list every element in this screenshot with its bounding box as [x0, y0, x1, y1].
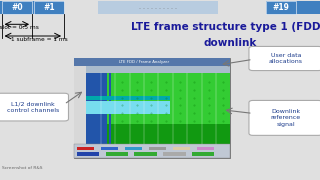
Bar	[98, 1, 218, 14]
Bar	[134, 152, 157, 156]
Bar	[173, 147, 190, 150]
Bar	[74, 66, 86, 144]
Text: 1 subframe = 1 ms: 1 subframe = 1 ms	[11, 37, 68, 42]
Text: LTE frame structure type 1 (FDD),: LTE frame structure type 1 (FDD),	[131, 22, 320, 32]
Text: L1/2 downlink
control channels: L1/2 downlink control channels	[6, 101, 59, 113]
Text: #1: #1	[43, 3, 55, 12]
Text: 1 slot = 0.5 ms: 1 slot = 0.5 ms	[0, 25, 39, 30]
Bar	[109, 73, 111, 144]
Bar	[77, 147, 94, 150]
Bar	[163, 152, 186, 156]
Bar	[101, 147, 118, 150]
Bar	[86, 96, 170, 100]
FancyBboxPatch shape	[249, 100, 320, 135]
Bar	[64, 1, 98, 14]
Text: #0: #0	[11, 3, 23, 12]
Bar	[86, 124, 230, 144]
Bar	[77, 152, 99, 156]
Bar	[86, 73, 230, 144]
Text: Downlink
reference
signal: Downlink reference signal	[271, 109, 301, 127]
Bar	[192, 152, 214, 156]
Bar	[74, 144, 230, 158]
Text: downlink: downlink	[204, 38, 257, 48]
FancyBboxPatch shape	[249, 46, 320, 71]
Text: LTE FDD / Frame Analyzer: LTE FDD / Frame Analyzer	[119, 60, 169, 64]
Bar	[218, 1, 266, 14]
FancyBboxPatch shape	[0, 93, 68, 121]
Bar	[86, 101, 170, 114]
Bar	[74, 58, 230, 158]
Bar	[149, 147, 166, 150]
Bar	[2, 1, 32, 14]
Bar	[86, 73, 107, 144]
Text: . . . . . . . . . .: . . . . . . . . . .	[139, 5, 177, 10]
Bar	[197, 147, 214, 150]
Text: #19: #19	[272, 3, 289, 12]
Bar	[106, 152, 128, 156]
Bar	[0, 1, 320, 14]
Bar	[86, 66, 230, 73]
Bar	[74, 58, 230, 66]
Text: Screenshot of R&S: Screenshot of R&S	[2, 166, 43, 170]
Bar	[34, 1, 64, 14]
Text: User data
allocations: User data allocations	[269, 53, 303, 64]
Bar	[125, 147, 142, 150]
Bar	[266, 1, 296, 14]
